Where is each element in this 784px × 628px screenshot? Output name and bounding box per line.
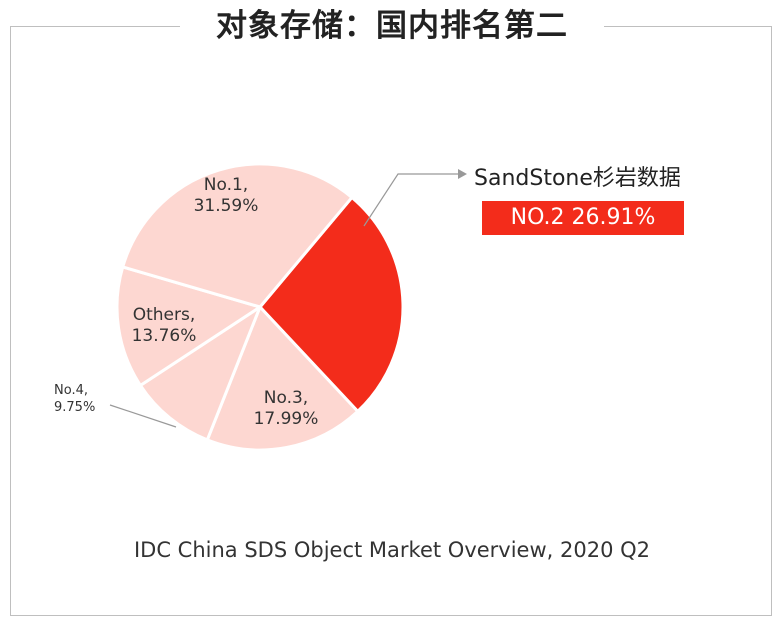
pie-slice-2 bbox=[205, 305, 360, 452]
pie-slice-1 bbox=[258, 195, 405, 413]
slice-label-3: No.4, 9.75% bbox=[54, 383, 95, 415]
highlight-vendor-name: SandStone杉岩数据 bbox=[474, 166, 681, 191]
data-source-caption: IDC China SDS Object Market Overview, 20… bbox=[133, 538, 651, 562]
callout-leader-line bbox=[363, 173, 458, 227]
slice-label-5: No.1, 31.59% bbox=[194, 175, 259, 216]
callout-arrow-icon bbox=[458, 169, 467, 179]
slice-label-4: Others, 13.76% bbox=[132, 305, 197, 346]
pie-slice-4 bbox=[115, 265, 262, 387]
pie-slice-5 bbox=[121, 162, 354, 309]
slice-label-2: No.3, 17.99% bbox=[254, 388, 319, 429]
pie-slice-3 bbox=[138, 305, 262, 442]
no4-leader-line bbox=[109, 404, 177, 428]
page-title: 对象存储：国内排名第二 bbox=[180, 4, 604, 48]
highlight-rank-badge: NO.2 26.91% bbox=[482, 201, 684, 235]
